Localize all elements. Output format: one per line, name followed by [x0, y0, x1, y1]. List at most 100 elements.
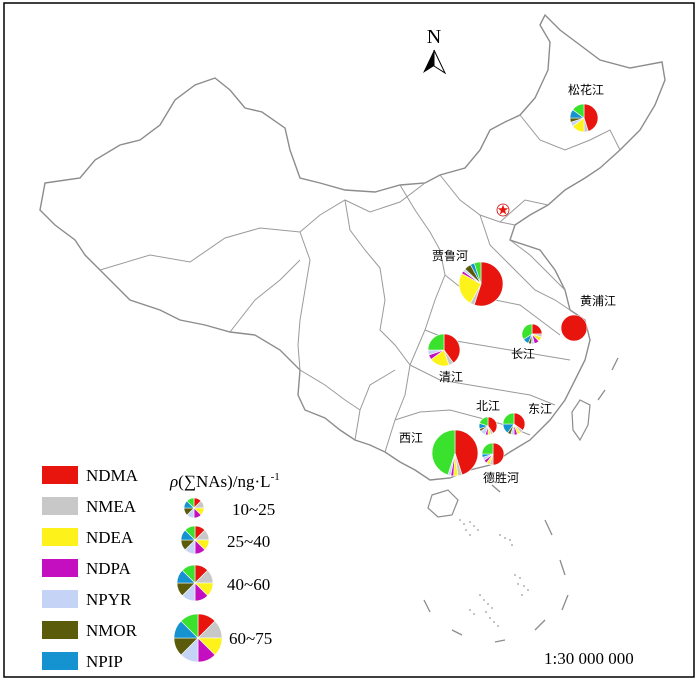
legend-label: NMOR: [86, 621, 138, 640]
river-pie: [502, 412, 526, 436]
size-class-label: 25~40: [227, 532, 270, 551]
taiwan-island: [571, 399, 591, 442]
river-pie: [560, 314, 588, 342]
pie-slice-ndma: [583, 103, 599, 132]
river-pie: [431, 429, 479, 477]
legend-label: NMEA: [86, 497, 137, 516]
island-dot: [477, 529, 479, 531]
river-pie: [458, 261, 504, 307]
pie-slice-ndba: [431, 429, 456, 476]
river-pie: [521, 323, 543, 345]
island-dot: [517, 583, 519, 585]
pie-slice-ndba: [521, 323, 533, 340]
pie-slice-ndma: [473, 261, 504, 307]
size-class-label: 60~75: [229, 629, 272, 648]
south-sea-islands: [459, 519, 529, 627]
legend-label: NPYR: [86, 590, 132, 609]
island-dot: [483, 599, 485, 601]
legend-swatch: [42, 621, 78, 639]
island-dot: [519, 577, 521, 579]
island-dot: [485, 611, 487, 613]
island-dot: [479, 594, 481, 596]
island-dot: [489, 617, 491, 619]
river-label: 西江: [399, 431, 423, 445]
pie-slice-ndba: [481, 442, 494, 455]
north-arrow-icon: N: [423, 26, 447, 75]
pie-slice-ndba: [479, 416, 489, 427]
pie-slice-ndba: [181, 564, 196, 584]
hainan-island: [427, 489, 459, 518]
island-dot: [473, 613, 475, 615]
province-boundaries: [99, 114, 621, 453]
river-label: 松花江: [568, 82, 604, 97]
island-dot: [493, 621, 495, 623]
legend-swatch: [42, 559, 78, 577]
legend-label: NPIP: [86, 652, 123, 671]
island-dot: [469, 521, 471, 523]
pie-slice-ndba: [473, 261, 482, 285]
island-dot: [511, 544, 513, 546]
river-pies: [427, 103, 599, 477]
pie-slice-ndba: [180, 613, 199, 639]
river-pie: [569, 103, 599, 133]
island-dot: [469, 609, 471, 611]
pie-slice-ndba: [572, 103, 585, 119]
legend-swatch: [42, 497, 78, 515]
pie-slice-ndba: [427, 333, 445, 351]
pie-slice-ndma: [513, 412, 526, 431]
river-label: 东江: [528, 402, 552, 416]
legend-label: NDMA: [86, 466, 139, 485]
compound-legend: NDMANMEANDEANDPANPYRNMORNPIPNDBA: [42, 466, 139, 671]
pie-slice-ndma: [487, 416, 498, 434]
frame-border: [3, 2, 695, 678]
river-label: 清江: [439, 370, 463, 384]
island-dot: [491, 607, 493, 609]
scale-text: 1:30 000 000: [544, 649, 634, 668]
river-pie: [481, 442, 505, 466]
size-legend-pie: [173, 613, 223, 663]
island-dot: [497, 625, 499, 627]
river-label: 黄浦江: [580, 294, 616, 308]
river-labels: 松花江 贾鲁河 黄浦江 长江 清江 北江 东江 西江 德胜河: [399, 82, 616, 485]
size-legend: [173, 497, 223, 663]
legend-title: ρ(∑NAs)/ng·L-1: [169, 471, 280, 491]
size-legend-pie: [176, 564, 214, 602]
legend-swatch: [42, 528, 78, 546]
island-dot: [521, 594, 523, 596]
pie-slice-ndea: [458, 272, 482, 304]
island-dot: [459, 519, 461, 521]
legend-swatch: [42, 652, 78, 670]
river-label: 德胜河: [483, 470, 519, 485]
river-label: 长江: [511, 347, 535, 361]
size-legend-pie: [183, 497, 205, 519]
island-dot: [499, 534, 501, 536]
legend-label: NDPA: [86, 559, 131, 578]
pie-slice-ndma: [492, 442, 505, 466]
pie-slice-ndba: [186, 497, 195, 509]
island-dot: [509, 539, 511, 541]
nine-dash-line: [423, 357, 619, 643]
size-legend-pie: [180, 525, 210, 555]
pie-slice-ndma: [531, 323, 543, 335]
island-dot: [527, 589, 529, 591]
island-dot: [463, 523, 465, 525]
size-class-label: 10~25: [232, 500, 275, 519]
island-dot: [473, 525, 475, 527]
island-dot: [523, 585, 525, 587]
pie-slice-ndba: [502, 412, 515, 425]
pie-slice-ndba: [184, 525, 196, 541]
river-label: 北江: [476, 399, 500, 413]
river-label: 贾鲁河: [432, 249, 468, 263]
legend-swatch: [42, 590, 78, 608]
river-pie: [427, 333, 461, 367]
pie-slice-ndma: [443, 333, 461, 364]
red-star-icon: [496, 203, 510, 217]
island-dot: [469, 534, 471, 536]
river-pie: [478, 416, 498, 436]
size-class-label: 40~60: [227, 575, 270, 594]
island-dot: [514, 574, 516, 576]
legend-label: NDEA: [86, 528, 134, 547]
north-label: N: [427, 26, 441, 48]
